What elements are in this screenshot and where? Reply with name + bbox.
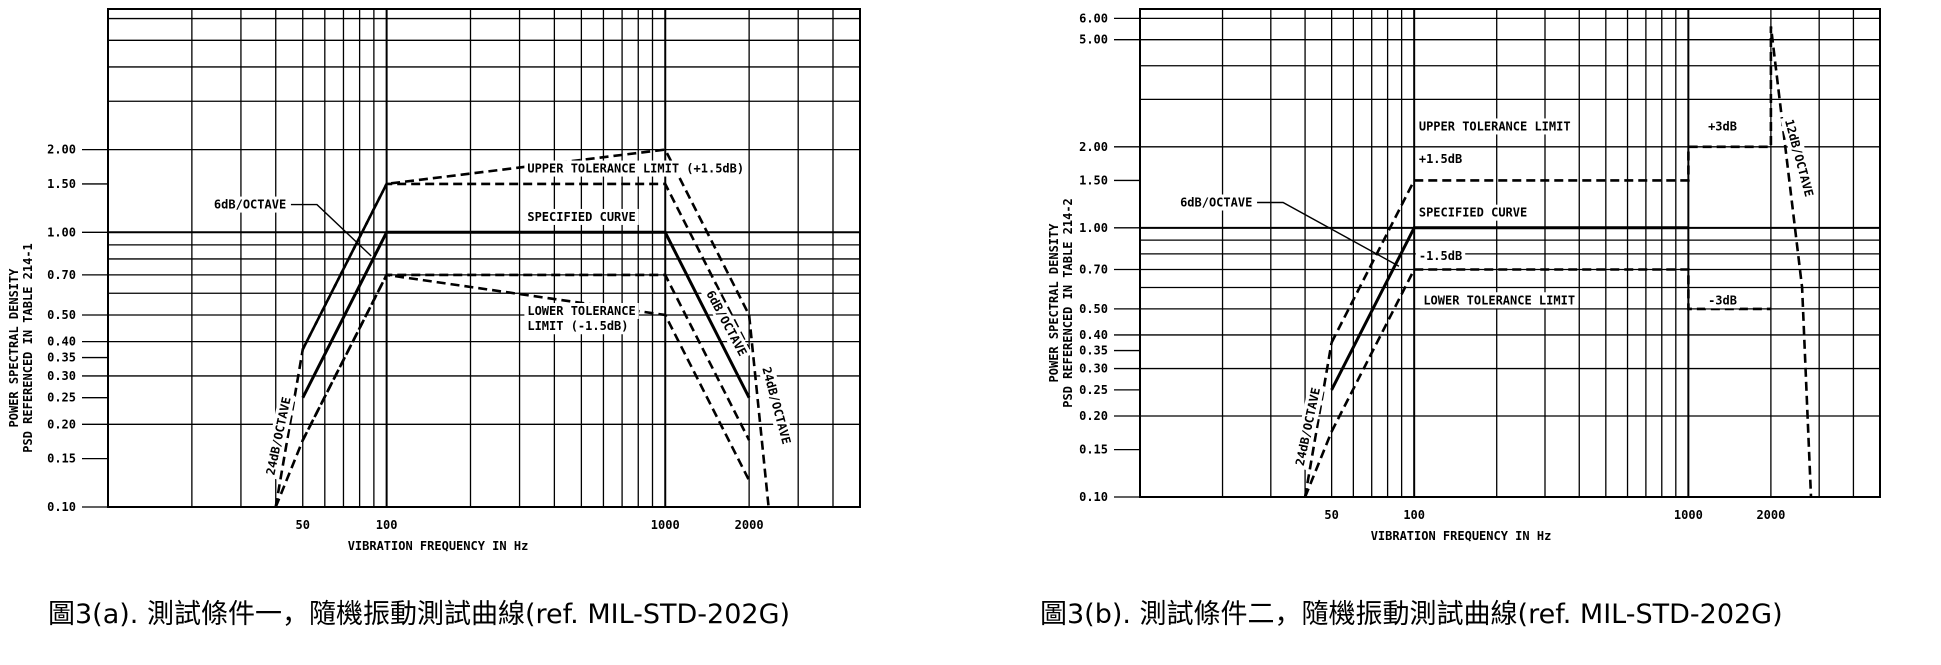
chart0-y-tick-label: 0.70 xyxy=(47,268,76,282)
chart0-series-line-0 xyxy=(301,230,751,399)
chart0-x-tick-label: 1000 xyxy=(651,518,680,532)
chart1-annotation-bg xyxy=(1291,383,1325,471)
chart1-y-tick-label: 5.00 xyxy=(1079,33,1108,47)
chart1-y-tick-label: 0.35 xyxy=(1079,344,1108,358)
chart0-series-line-2 xyxy=(301,273,751,441)
chart0-annotation-bg xyxy=(524,160,748,177)
caption-b: 圖3(b). 測試條件二，隨機振動測試曲線(ref. MIL-STD-202G) xyxy=(1040,599,1783,630)
chart0-y-tick-label: 2.00 xyxy=(47,143,76,157)
chart1-y-tick-label: 0.20 xyxy=(1079,409,1108,423)
chart0-annotation-label: LIMIT (-1.5dB) xyxy=(527,319,628,333)
chart1-y-tick-label: 0.10 xyxy=(1079,490,1108,504)
chart1-x-tick-label: 1000 xyxy=(1674,508,1703,522)
caption-a: 圖3(a). 測試條件一，隨機振動測試曲線(ref. MIL-STD-202G) xyxy=(48,599,791,630)
chart1-x-tick-label: 2000 xyxy=(1756,508,1785,522)
chart1-y-tick-label: 2.00 xyxy=(1079,140,1108,154)
chart-a: 0.10 0.15 0.20 0.25 0.30 0.35 0.40 0.50 0.70 1.00… xyxy=(7,8,861,553)
chart1-y-tick-label: 0.70 xyxy=(1079,263,1108,277)
chart0-y-tick-label: 0.50 xyxy=(47,308,76,322)
chart1-y-tick-label: 0.25 xyxy=(1079,383,1108,397)
chart1-annotation-bg xyxy=(1415,118,1574,135)
chart1-annotation-bg xyxy=(1415,151,1466,168)
chart1-series-line-3 xyxy=(1303,342,1333,498)
chart0-y-tick-label: 0.30 xyxy=(47,369,76,383)
chart0-y-axis-label: POWER SPECTRAL DENSITY xyxy=(7,268,21,428)
chart0-annotation-label: UPPER TOLERANCE LIMIT (+1.5dB) xyxy=(527,162,744,176)
chart1-y-axis-label: POWER SPECTRAL DENSITY xyxy=(1047,223,1061,383)
chart1-annotation-label: LOWER TOLERANCE LIMIT xyxy=(1423,293,1575,307)
chart0-grid xyxy=(108,9,860,507)
chart1-annotation-label: 6dB/OCTAVE xyxy=(1180,196,1252,210)
chart0-annotation-bg xyxy=(524,208,639,225)
chart1-x-axis-label: VIBRATION FREQUENCY IN Hz xyxy=(1371,529,1552,543)
chart1-y-tick-label: 0.40 xyxy=(1079,328,1108,342)
chart1-annotation-bg xyxy=(1177,194,1256,211)
chart0-annotation-label: SPECIFIED CURVE xyxy=(527,210,635,224)
chart1-x-tick-label: 50 xyxy=(1324,508,1338,522)
chart1-annotation-pointer xyxy=(1257,201,1400,267)
chart1-series-line-1 xyxy=(1330,26,1813,498)
chart1-y-tick-label: 0.15 xyxy=(1079,443,1108,457)
chart-b: 0.10 0.15 0.20 0.25 0.30 0.35 0.40 0.50 0.70 1.00… xyxy=(1047,8,1881,543)
chart1-annotation-bg xyxy=(1420,292,1579,309)
chart1-annotation-bg xyxy=(1705,292,1740,309)
chart0-x-axis-label: VIBRATION FREQUENCY IN Hz xyxy=(348,539,529,553)
chart1-annotation-label: SPECIFIED CURVE xyxy=(1419,206,1527,220)
chart1-annotation-label: +3dB xyxy=(1708,119,1737,133)
chart1-y-tick-label: 0.50 xyxy=(1079,302,1108,316)
chart1-y-tick-label: 1.50 xyxy=(1079,173,1108,187)
chart1-annotation-label: +1.5dB xyxy=(1419,152,1462,166)
chart1-annotation-bg xyxy=(1415,204,1531,221)
chart1-series-line-4 xyxy=(1303,431,1333,498)
chart0-y-tick-label: 0.25 xyxy=(47,391,76,405)
chart0-x-tick-label: 2000 xyxy=(735,518,764,532)
chart0-y-tick-label: 0.15 xyxy=(47,452,76,466)
chart1-annotation-bg xyxy=(1780,114,1818,202)
chart1-annotation-label: -1.5dB xyxy=(1419,249,1462,263)
chart1-annotation-bg xyxy=(1705,118,1740,135)
chart0-annotation-label: 6dB/OCTAVE xyxy=(214,198,286,212)
chart0-y-axis-label: PSD REFERENCED IN TABLE 214-1 xyxy=(21,243,35,453)
chart0-annotation-bg xyxy=(210,196,290,213)
chart0-plot-frame xyxy=(107,8,861,508)
chart0-annotation-bg xyxy=(701,284,752,362)
chart0-x-tick-label: 100 xyxy=(376,518,398,532)
chart0-x-tick-label: 50 xyxy=(296,518,310,532)
chart1-y-axis-label: PSD REFERENCED IN TABLE 214-2 xyxy=(1061,198,1075,408)
chart0-annotation-bg xyxy=(524,318,632,335)
chart1-x-tick-label: 100 xyxy=(1403,508,1425,522)
chart1-annotation-label: UPPER TOLERANCE LIMIT xyxy=(1419,119,1571,133)
chart1-series-line-0 xyxy=(1330,226,1689,391)
chart1-annotation-label: 24dB/OCTAVE xyxy=(1293,386,1323,467)
chart0-y-tick-label: 1.00 xyxy=(47,225,76,239)
chart0-annotation-bg xyxy=(261,392,296,480)
chart1-series-line-2 xyxy=(1330,268,1771,433)
chart1-annotation-label: -3dB xyxy=(1708,293,1737,307)
chart0-annotation-bg xyxy=(524,302,639,319)
chart0-annotation-pointer xyxy=(290,203,372,257)
chart0-y-tick-label: 0.40 xyxy=(47,335,76,349)
chart1-y-tick-label: 0.30 xyxy=(1079,362,1108,376)
chart0-series-line-3 xyxy=(274,148,770,508)
chart0-y-tick-label: 1.50 xyxy=(47,177,76,191)
chart1-y-tick-label: 6.00 xyxy=(1079,11,1108,25)
chart0-y-tick-label: 0.10 xyxy=(47,500,76,514)
chart1-y-tick-label: 1.00 xyxy=(1079,221,1108,235)
chart0-annotation-bg xyxy=(757,362,796,449)
chart1-plot-frame xyxy=(1139,8,1881,498)
chart0-y-tick-label: 0.20 xyxy=(47,417,76,431)
chart1-annotation-bg xyxy=(1415,247,1466,264)
chart0-series-line-4 xyxy=(274,273,751,508)
chart0-y-tick-label: 0.35 xyxy=(47,351,76,365)
chart1-grid xyxy=(1140,9,1880,497)
chart0-annotation-label: LOWER TOLERANCE xyxy=(527,304,635,318)
